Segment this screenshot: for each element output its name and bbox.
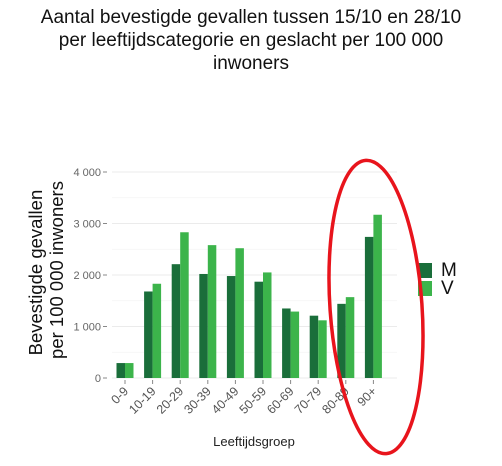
bar-V-60-69 [290, 311, 300, 378]
y-tick-label: 2 000 [73, 270, 101, 282]
bar-M-80-89 [337, 303, 346, 378]
bar-V-50-59 [263, 272, 272, 378]
x-tick-label: 40-49 [209, 384, 242, 417]
bar-V-20-29 [180, 232, 189, 378]
bars [116, 214, 382, 378]
x-tick-label: 60-69 [264, 384, 297, 417]
bar-M-50-59 [254, 281, 263, 378]
chart-title-line-2: per leeftijdscategorie en geslacht per 1… [58, 30, 444, 51]
bar-M-40-49 [226, 276, 236, 378]
x-tick-label: 10-19 [126, 384, 159, 417]
legend-label-M: M [441, 260, 457, 281]
bar-M-60-69 [282, 308, 291, 378]
bar-V-80-89 [345, 297, 355, 378]
x-tick-label: 70-79 [292, 384, 325, 417]
y-tick-label: 1 000 [73, 322, 101, 334]
chart-title: Aantal bevestigde gevallen tussen 15/10 … [0, 6, 502, 75]
legend-label-V: V [441, 278, 454, 299]
bar-M-70-79 [309, 315, 319, 378]
bar-V-10-19 [152, 283, 162, 378]
x-tick-label: 50-59 [237, 384, 270, 417]
bar-M-0-9 [116, 363, 125, 378]
x-tick-label: 20-29 [154, 384, 187, 417]
y-tick-label: 0 [95, 373, 101, 385]
x-tick-label: 90+ [355, 384, 380, 409]
bar-V-70-79 [318, 320, 327, 378]
bar-M-90+ [364, 236, 374, 378]
x-axis-ticks: 0-910-1920-2930-3940-4950-5960-6970-7980… [108, 380, 380, 417]
y-axis-title: Bevestigde gevallen per 100 000 inwoners [25, 181, 67, 359]
legend-swatch-M [418, 263, 432, 278]
y-axis-title-line-1: Bevestigde gevallen [25, 190, 46, 356]
highlight-ellipse [327, 158, 425, 456]
bar-M-10-19 [144, 291, 153, 378]
y-axis-title-line-2: per 100 000 inwoners [46, 181, 67, 359]
bar-M-30-39 [199, 273, 208, 378]
x-tick-label: 0-9 [108, 384, 131, 407]
bar-V-0-9 [125, 363, 134, 378]
legend: MV [418, 260, 457, 299]
y-tick-label: 4 000 [73, 167, 101, 179]
y-tick-label: 3 000 [73, 219, 101, 231]
bar-M-20-29 [171, 264, 181, 378]
y-axis-ticks: 0 1 000 2 000 3 000 4 000 [73, 167, 107, 385]
bar-V-40-49 [235, 248, 244, 378]
bar-V-30-39 [207, 245, 217, 378]
chart-title-line-1: Aantal bevestigde gevallen tussen 15/10 … [40, 7, 462, 28]
x-axis-title: Leeftijdsgroep [213, 434, 295, 449]
x-tick-label: 30-39 [181, 384, 214, 417]
bar-V-90+ [373, 214, 382, 378]
chart-title-line-3: inwoners [212, 53, 290, 74]
